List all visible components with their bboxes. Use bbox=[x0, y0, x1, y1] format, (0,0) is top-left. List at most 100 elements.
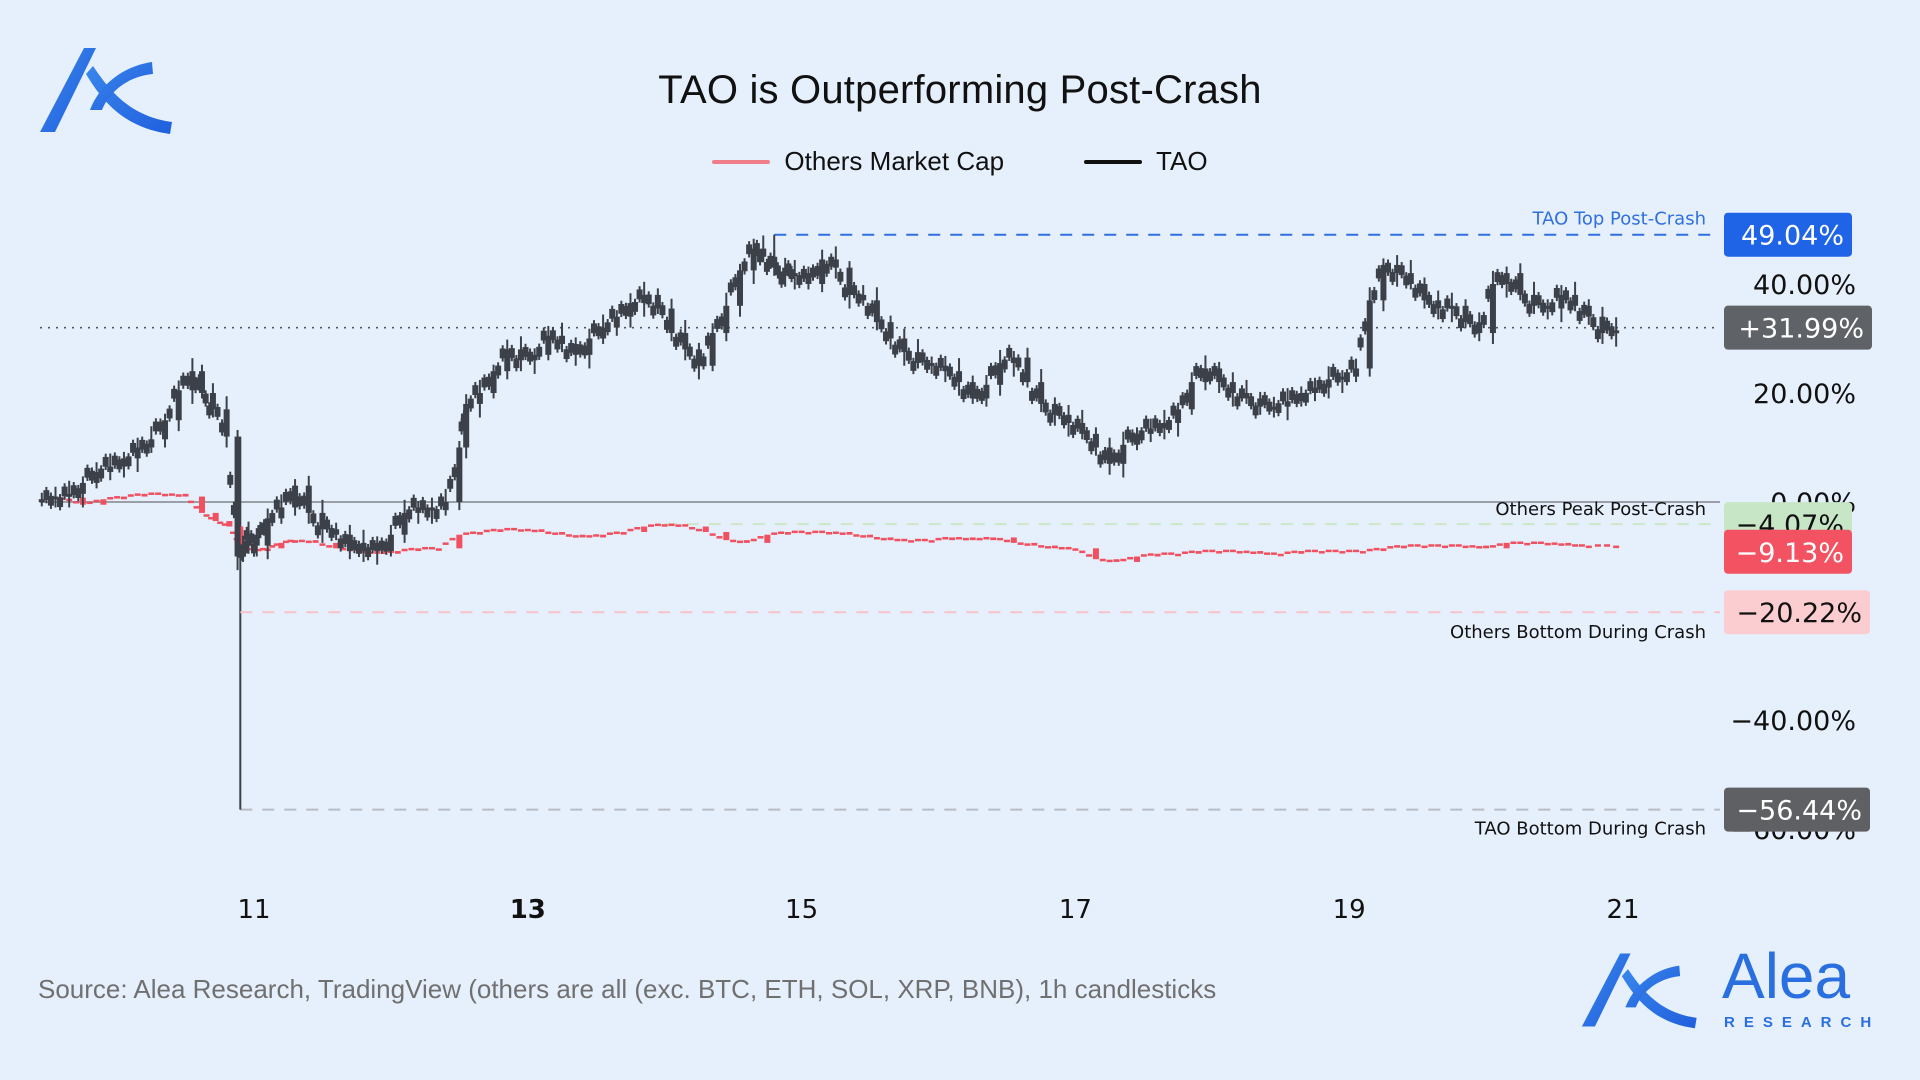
others-candle-body bbox=[1428, 544, 1435, 547]
tao-candle-body bbox=[89, 470, 96, 481]
others-candle-body bbox=[1216, 551, 1223, 554]
tao-candle-body bbox=[463, 403, 470, 448]
tao-candle-body bbox=[1398, 265, 1405, 276]
tao-candle-body bbox=[355, 543, 362, 554]
tao-candle-body bbox=[732, 277, 739, 288]
others-candle-body bbox=[463, 532, 470, 535]
others-candle-body bbox=[853, 534, 860, 537]
tao-candle-body bbox=[878, 319, 885, 330]
tao-candle-body bbox=[1229, 382, 1236, 393]
tao-candle-body bbox=[1366, 300, 1373, 369]
others-candle-body bbox=[182, 493, 189, 497]
tao-candle-body bbox=[919, 352, 926, 363]
tao-candle-body bbox=[346, 534, 353, 552]
tao-candle-body bbox=[1316, 379, 1323, 390]
tao-candle-body bbox=[928, 363, 935, 367]
others-candle-body bbox=[1277, 553, 1284, 557]
tao-candle-body bbox=[791, 273, 798, 277]
tao-candle-body bbox=[1106, 447, 1113, 464]
tao-candle-body bbox=[162, 420, 169, 440]
others-candle-body bbox=[221, 523, 228, 526]
tao-candle-body bbox=[663, 319, 670, 330]
tao-candle-body bbox=[415, 507, 422, 513]
tao-candle-body bbox=[287, 491, 294, 502]
tao-candle-body bbox=[319, 512, 326, 530]
others-candle-body bbox=[1257, 551, 1264, 554]
others-candle-body bbox=[208, 516, 215, 520]
tao-candle-body bbox=[184, 375, 191, 386]
tao-candle-body bbox=[1462, 305, 1469, 323]
others-bottom-label: Others Bottom During Crash bbox=[1450, 622, 1706, 643]
tao-candle-body bbox=[933, 365, 940, 376]
others-candle-body bbox=[654, 523, 661, 527]
tao-candle-body bbox=[116, 459, 123, 470]
x-tick-label: 17 bbox=[1059, 895, 1092, 925]
others-candle-body bbox=[750, 538, 757, 542]
others-candle-body bbox=[757, 536, 764, 539]
tao-candle-body bbox=[1521, 293, 1528, 304]
tao-candle-body bbox=[910, 361, 917, 371]
tao-candle-body bbox=[1512, 279, 1519, 290]
tao-candle-body bbox=[57, 497, 64, 508]
tao-candle-body bbox=[180, 375, 187, 386]
tao-candle-body bbox=[668, 308, 675, 334]
tao-candle-body bbox=[1572, 294, 1579, 306]
legend-swatch-tao bbox=[1084, 159, 1143, 164]
others-candle-body bbox=[1380, 548, 1387, 552]
x-axis: 11 13 15 17 19 21 bbox=[237, 895, 1639, 925]
others-candle-body bbox=[962, 537, 969, 541]
others-candle-body bbox=[613, 531, 620, 535]
others-candle-body bbox=[1298, 551, 1305, 554]
others-candle-body bbox=[312, 540, 319, 543]
others-candle-body bbox=[162, 493, 169, 497]
tao-candle-body bbox=[351, 540, 358, 550]
tao-candle-body bbox=[1238, 388, 1245, 399]
tao-candle-body bbox=[1179, 395, 1186, 406]
tao-candle-body bbox=[253, 534, 260, 546]
tao-candle-body bbox=[52, 496, 59, 500]
tao-candle-body bbox=[1517, 273, 1524, 295]
others-candle-body bbox=[1517, 541, 1524, 545]
tao-candle-body bbox=[855, 293, 862, 304]
others-candle-body bbox=[1024, 543, 1031, 546]
tao-candle-body bbox=[1553, 287, 1560, 298]
others-candle-body bbox=[682, 524, 689, 527]
others-candle-body bbox=[1229, 549, 1236, 553]
others-candle-body bbox=[217, 521, 224, 525]
tao-candle-body bbox=[195, 377, 202, 388]
tao-candle-body bbox=[1599, 316, 1606, 334]
others-candle-body bbox=[401, 548, 408, 552]
tao-candle-body bbox=[374, 542, 381, 552]
others-candle-body bbox=[1394, 545, 1401, 548]
tao-candle-body bbox=[1508, 282, 1515, 292]
others-candle-body bbox=[504, 527, 511, 531]
others-last-badge bbox=[1724, 529, 1852, 574]
others-candle-body bbox=[1243, 550, 1250, 554]
tao-candle-body bbox=[209, 393, 216, 410]
legend-item-others[interactable]: Others Market Cap bbox=[712, 146, 1004, 177]
legend-item-tao[interactable]: TAO bbox=[1084, 146, 1208, 177]
others-candle-body bbox=[305, 540, 312, 544]
others-candle-body bbox=[1113, 559, 1120, 562]
others-candle-body bbox=[1161, 552, 1168, 555]
tao-candle-body bbox=[378, 540, 385, 551]
others-candle-body bbox=[1284, 551, 1291, 555]
tao-candle-body bbox=[1197, 368, 1204, 378]
tao-candle-body bbox=[387, 534, 394, 552]
tao-candle-body bbox=[1134, 433, 1141, 445]
others-candle-body bbox=[1359, 551, 1366, 554]
tao-candle-body bbox=[1480, 315, 1487, 325]
tao-candle-body bbox=[604, 322, 611, 333]
tao-candle-body bbox=[79, 482, 86, 494]
tao-candle-body bbox=[1051, 403, 1058, 415]
tao-candle-body bbox=[486, 376, 493, 387]
others-candle-body bbox=[1346, 549, 1353, 553]
x-tick-label: 15 bbox=[785, 895, 818, 925]
tao-candle-body bbox=[1585, 305, 1592, 317]
others-candle-body bbox=[1181, 551, 1188, 555]
tao-candle-body bbox=[360, 542, 367, 552]
tao-candle-body bbox=[301, 495, 308, 506]
tao-candle-body bbox=[549, 330, 556, 341]
others-candle-body bbox=[483, 529, 490, 533]
tao-candle-body bbox=[70, 485, 77, 496]
